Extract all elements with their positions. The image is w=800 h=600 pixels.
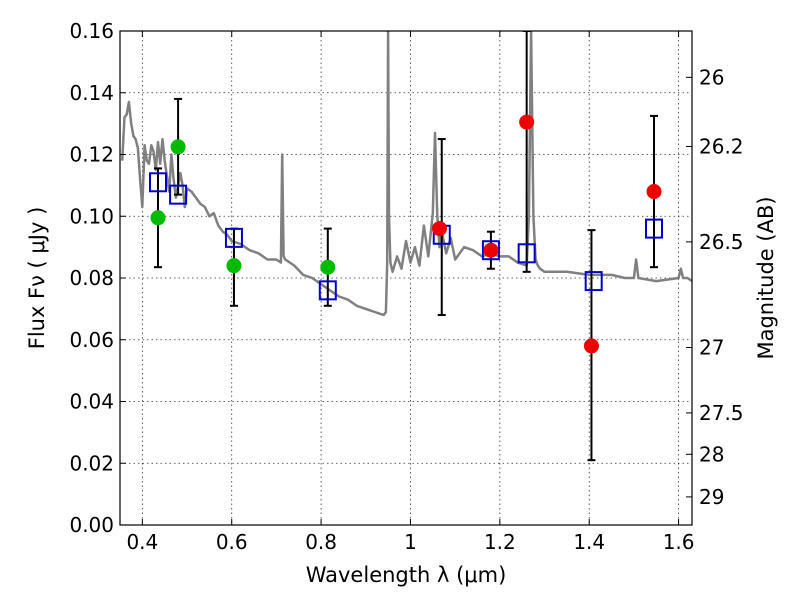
optical-flux-point [150,210,166,226]
model-flux-square [148,172,167,193]
x-tick-label: 1.2 [484,530,516,554]
plot-layer [120,31,692,462]
mag-tick-label: 29 [699,485,724,509]
mag-tick-label: 26.2 [699,134,744,158]
y-tick-label: 0.08 [69,266,114,290]
y-tick-label: 0.00 [69,513,114,537]
nir-flux-point [646,184,662,200]
model-flux-square [584,271,603,292]
axis-layer: 0.4 0.6 0.8 1 1.2 1.4 1.6 0.00 0.02 0.04 0.06 0.08 0… [69,19,743,554]
nir-flux-point [483,242,499,258]
x-tick-label: 0.8 [305,530,337,554]
grid-layer [120,30,692,526]
mag-tick-label: 26.5 [699,230,744,254]
model-flux-square [645,218,664,239]
y-tick-label: 0.04 [69,390,114,414]
mag-tick-label: 27 [699,335,724,359]
x-tick-label: 0.6 [216,530,248,554]
nir-flux-point [432,221,448,237]
x-tick-label: 1.6 [663,530,695,554]
y-tick-label: 0.02 [69,451,114,475]
nir-flux-point [519,114,535,130]
y-axis-title: Flux Fν ( μJy ) [25,207,49,350]
model-flux-square [169,184,188,205]
mag-tick-label: 28 [699,442,724,466]
y-tick-label: 0.14 [69,81,114,105]
x-axis-title: Wavelength λ (μm) [306,563,507,587]
nir-flux-point [583,338,599,354]
optical-flux-point [320,259,336,275]
model-flux-square [481,240,500,261]
model-flux-square [224,227,243,248]
x-tick-label: 0.4 [126,530,158,554]
y-tick-label: 0.10 [69,204,114,228]
model-flux-square [517,243,536,264]
mag-tick-label: 26 [699,65,724,89]
y-axis-right-title: Magnitude (AB) [754,196,778,359]
x-tick-label: 1 [404,530,417,554]
model-flux-square [318,280,337,301]
optical-flux-point [226,258,242,274]
sed-template-line [120,31,692,317]
y-tick-label: 0.06 [69,328,114,352]
mag-tick-label: 27.5 [699,401,744,425]
y-tick-label: 0.16 [69,19,114,43]
optical-flux-point [170,139,186,155]
x-tick-label: 1.4 [573,530,605,554]
y-tick-label: 0.12 [69,143,114,167]
